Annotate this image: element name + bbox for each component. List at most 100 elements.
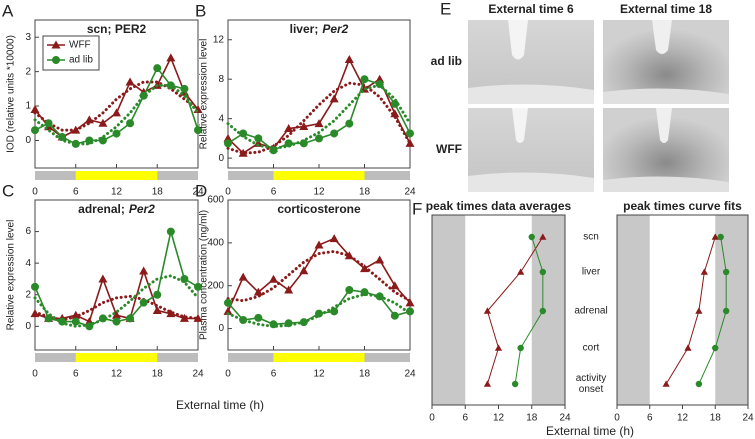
x-axis-label: External time (h): [546, 424, 634, 438]
x-tick-label: 18: [359, 369, 371, 380]
x-tick-label: 18: [526, 413, 538, 424]
triangle-marker: [390, 281, 400, 290]
shade-left: [432, 215, 466, 405]
shade-left: [617, 215, 650, 405]
circle-marker: [360, 288, 369, 297]
triangle-marker: [405, 298, 415, 307]
triangle-marker: [299, 266, 309, 275]
fit-curve: [226, 249, 412, 303]
triangle-marker: [360, 264, 369, 273]
title-text: peak times data averages: [426, 199, 572, 213]
triangle-marker: [483, 380, 492, 387]
title-text: corticosterone: [277, 202, 361, 216]
triangle-marker: [166, 309, 176, 318]
triangle-marker: [30, 104, 40, 113]
circle-marker: [112, 317, 121, 326]
legend-marker: [51, 40, 61, 49]
circle-marker: [112, 129, 121, 138]
circle-marker: [539, 307, 547, 315]
fit-curve: [33, 80, 200, 132]
category-label: scn: [583, 231, 599, 243]
circle-marker: [722, 268, 730, 276]
circle-marker: [71, 139, 80, 148]
circle-marker: [330, 129, 339, 138]
triangle-marker: [314, 240, 324, 249]
triangle-marker: [405, 138, 415, 147]
x-tick-label: 12: [111, 187, 123, 198]
circle-marker: [98, 314, 107, 323]
x-tick-label: 6: [73, 369, 79, 380]
chart-title: corticosterone: [277, 202, 361, 216]
y-tick-label: 4: [25, 258, 31, 269]
circle-marker: [85, 322, 94, 331]
x-tick-label: 6: [647, 413, 653, 424]
x-tick-label: 24: [192, 187, 204, 198]
shade-right: [715, 215, 748, 405]
triangle-marker: [494, 344, 503, 351]
circle-marker: [239, 316, 248, 324]
chart-title: adrenal; Per2: [78, 202, 155, 216]
micrographs: [468, 20, 729, 192]
triangle-marker: [112, 310, 121, 319]
circle-marker: [712, 344, 719, 352]
circle-marker: [406, 129, 414, 138]
circle-marker: [284, 319, 293, 328]
y-tick-label: 3: [25, 32, 31, 43]
circle-marker: [44, 119, 53, 128]
y-tick-label: 6: [25, 226, 31, 237]
title-text: scn; PER2: [87, 22, 147, 36]
chart-title: peak times data averages: [426, 199, 572, 213]
category-label: liver: [581, 266, 601, 278]
circle-marker: [224, 139, 232, 148]
circle-marker: [166, 227, 175, 236]
y-tick-label: 0: [25, 321, 31, 332]
panel-letter: B: [195, 1, 206, 20]
light-bar: [273, 353, 365, 362]
y-tick-label: 0: [25, 135, 31, 146]
circle-marker: [360, 75, 369, 84]
circle-marker: [239, 129, 248, 138]
circle-marker: [269, 320, 278, 329]
x-axis-label: External time (h): [176, 398, 264, 412]
y-axis-label: IOD (relative units *10000): [6, 35, 17, 153]
plot-frame: [227, 199, 411, 351]
triangle-marker: [284, 285, 294, 294]
x-tick-label: 0: [429, 413, 435, 424]
circle-marker: [390, 99, 399, 108]
y-tick-label: 2: [25, 66, 31, 77]
y-tick-label: 0: [218, 153, 224, 164]
triangle-marker: [193, 313, 203, 322]
y-tick-label: 4: [218, 113, 224, 124]
circle-marker: [180, 274, 189, 283]
triangle-marker: [700, 268, 708, 275]
y-tick-label: 0: [218, 323, 224, 334]
triangle-marker: [179, 313, 189, 322]
circle-marker: [315, 309, 323, 318]
x-tick-label: 6: [73, 187, 79, 198]
circle-marker: [180, 84, 189, 93]
circle-marker: [153, 64, 162, 73]
y-tick-label: 2: [25, 289, 31, 300]
light-bar: [75, 353, 158, 362]
legend-box: [42, 35, 100, 71]
x-tick-label: 6: [271, 187, 277, 198]
x-tick-label: 12: [493, 413, 505, 424]
circle-marker: [511, 380, 519, 388]
triangle-marker: [517, 268, 525, 275]
circle-marker: [139, 91, 148, 100]
triangle-marker: [223, 306, 233, 315]
circle-marker: [58, 133, 67, 142]
circle-marker: [71, 317, 80, 326]
panel-letter: E: [440, 0, 451, 18]
triangle-marker: [139, 266, 149, 275]
circle-marker: [390, 311, 399, 320]
triangle-marker: [695, 307, 703, 314]
circle-marker: [375, 292, 384, 301]
triangle-marker: [314, 119, 324, 128]
x-tick-label: 12: [111, 369, 123, 380]
circle-marker: [85, 136, 94, 145]
circle-marker: [517, 344, 524, 352]
y-tick-label: 1: [25, 101, 31, 112]
triangle-marker: [344, 54, 354, 63]
triangle-marker: [539, 233, 547, 240]
